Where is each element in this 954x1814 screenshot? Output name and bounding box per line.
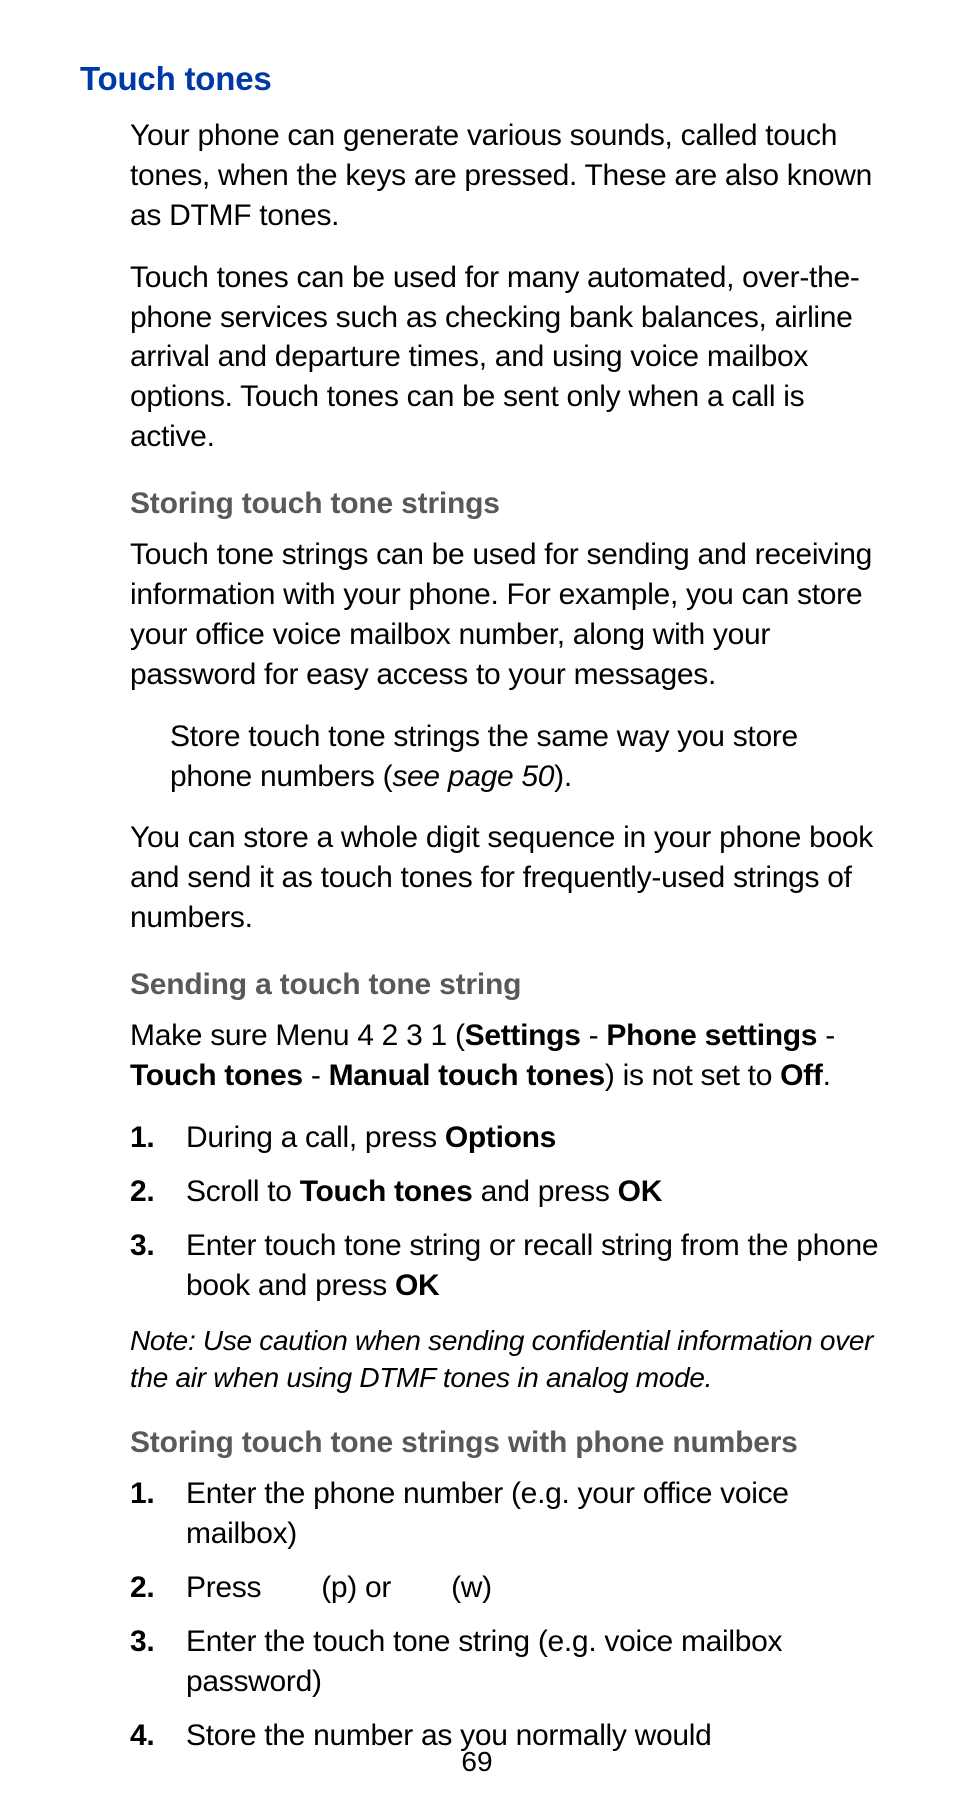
page-title: Touch tones (80, 60, 879, 98)
label-ok: OK (618, 1175, 662, 1208)
xref-page-50: see page 50 (392, 760, 554, 793)
page-number: 69 (0, 1746, 954, 1778)
intro-paragraph-1: Your phone can generate various sounds, … (130, 116, 879, 236)
step3-pre: Enter touch tone string or recall string… (186, 1229, 878, 1302)
sending-step-1: During a call, press Options (130, 1118, 879, 1158)
swstep2-pre: Press (186, 1571, 261, 1604)
step1-pre: During a call, press (186, 1121, 445, 1154)
menu-touch-tones: Touch tones (130, 1059, 303, 1092)
manual-page: Touch tones Your phone can generate vari… (0, 0, 954, 1814)
sending-intro-post: . (823, 1059, 831, 1092)
subheading-sending: Sending a touch tone string (130, 968, 879, 1002)
subheading-storing: Storing touch tone strings (130, 487, 879, 521)
menu-manual-touch-tones: Manual touch tones (329, 1059, 605, 1092)
intro-2-line: Touch tones can be used for many automat… (130, 261, 860, 454)
label-options: Options (445, 1121, 556, 1154)
storing-paragraph-2: You can store a whole digit sequence in … (130, 818, 879, 938)
storing-paragraph-1: Touch tone strings can be used for sendi… (130, 535, 879, 695)
storing-with-steps: Enter the phone number (e.g. your office… (130, 1474, 879, 1755)
label-ok-2: OK (395, 1269, 439, 1302)
label-w: (w) (451, 1571, 492, 1604)
menu-phone-settings: Phone settings (606, 1019, 817, 1052)
label-off: Off (780, 1059, 822, 1092)
label-p: (p) (321, 1571, 357, 1604)
storing-with-step-3: Enter the touch tone string (e.g. voice … (130, 1622, 879, 1702)
label-touch-tones: Touch tones (300, 1175, 473, 1208)
intro-paragraph-2: Touch tones can be used for many automat… (130, 258, 879, 457)
sending-intro-mid: ) is not set to (605, 1059, 780, 1092)
step2-pre: Scroll to (186, 1175, 300, 1208)
storing-with-step-1: Enter the phone number (e.g. your office… (130, 1474, 879, 1554)
storing-tip-post: ). (554, 760, 572, 793)
sending-step-3: Enter touch tone string or recall string… (130, 1226, 879, 1306)
menu-settings: Settings (465, 1019, 581, 1052)
page-body: Your phone can generate various sounds, … (130, 116, 879, 1756)
sending-step-2: Scroll to Touch tones and press OK (130, 1172, 879, 1212)
storing-tip: Store touch tone strings the same way yo… (170, 717, 879, 797)
sending-note: Note: Use caution when sending confident… (130, 1323, 879, 1396)
sending-steps: During a call, press Options Scroll to T… (130, 1118, 879, 1306)
sending-intro-pre: Make sure Menu 4 2 3 1 ( (130, 1019, 465, 1052)
label-or: or (357, 1571, 391, 1604)
sending-intro: Make sure Menu 4 2 3 1 (Settings - Phone… (130, 1016, 879, 1096)
storing-with-step-2: Press (p) or (w) (130, 1568, 879, 1608)
step2-mid: and press (473, 1175, 618, 1208)
subheading-storing-with: Storing touch tone strings with phone nu… (130, 1426, 879, 1460)
